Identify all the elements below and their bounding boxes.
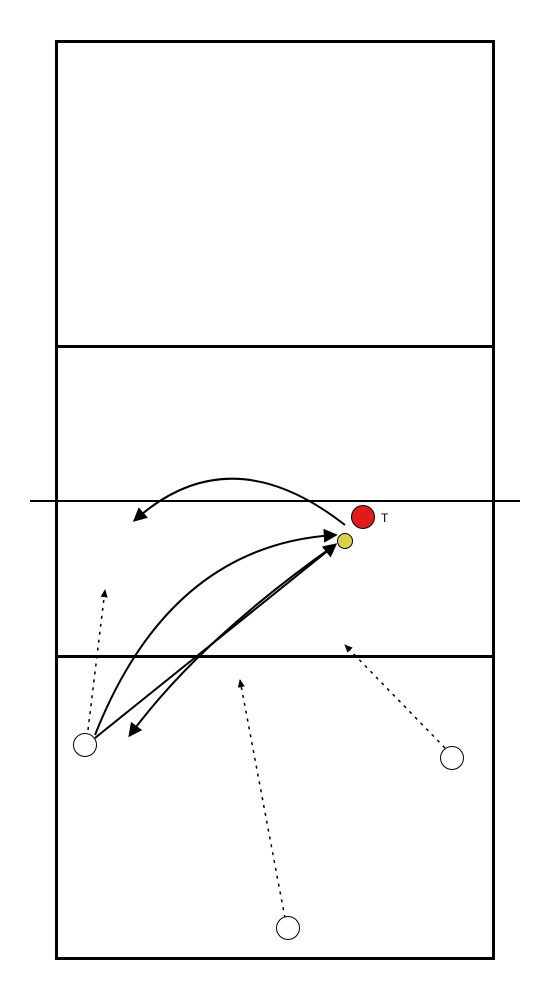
- upper-zone-line: [55, 345, 495, 348]
- trainer: [351, 505, 375, 529]
- ball: [337, 533, 353, 549]
- player-right: [440, 746, 464, 770]
- player-bottom: [276, 916, 300, 940]
- center-line: [30, 500, 520, 502]
- trainer-label: T: [381, 511, 388, 525]
- player-left: [73, 733, 97, 757]
- lower-zone-line: [55, 655, 495, 658]
